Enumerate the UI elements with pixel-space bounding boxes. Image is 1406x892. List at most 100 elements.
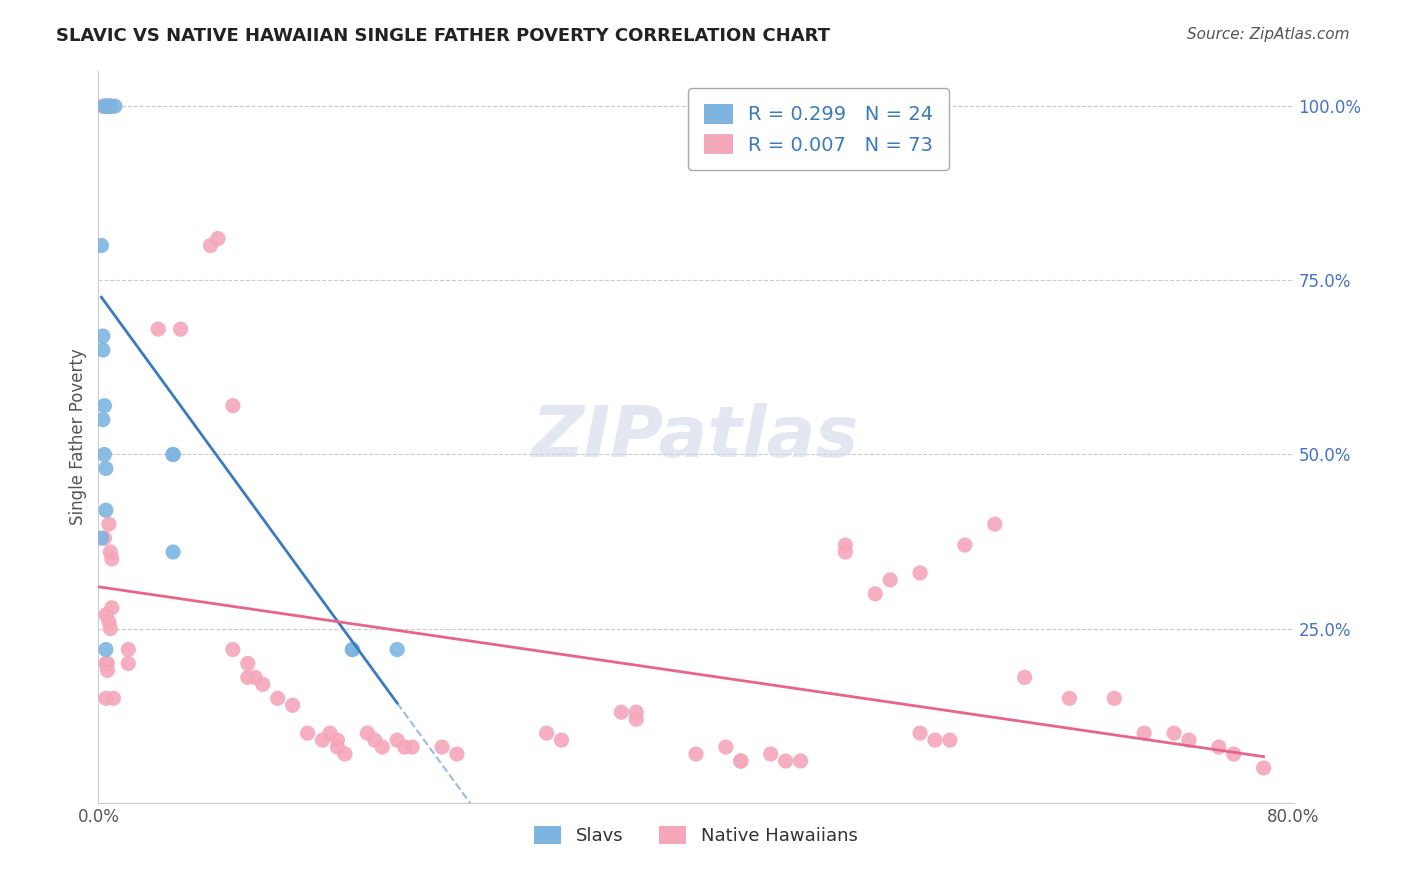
Point xyxy=(91,329,114,343)
Point xyxy=(97,517,120,532)
Point xyxy=(91,412,114,426)
Point xyxy=(97,99,120,113)
Point xyxy=(252,677,274,691)
Point xyxy=(371,740,394,755)
Point xyxy=(98,622,122,636)
Point xyxy=(626,712,648,726)
Point xyxy=(96,664,118,678)
Point xyxy=(200,238,222,252)
Point xyxy=(401,740,423,755)
Point xyxy=(93,99,115,113)
Point xyxy=(1059,691,1081,706)
Point xyxy=(162,545,184,559)
Point xyxy=(834,538,856,552)
Point xyxy=(93,448,115,462)
Point xyxy=(97,99,120,113)
Point xyxy=(333,747,356,761)
Point xyxy=(96,99,118,113)
Text: Source: ZipAtlas.com: Source: ZipAtlas.com xyxy=(1187,27,1350,42)
Point xyxy=(939,733,962,747)
Point xyxy=(924,733,946,747)
Point xyxy=(1014,670,1036,684)
Point xyxy=(222,642,245,657)
Point xyxy=(908,726,931,740)
Text: SLAVIC VS NATIVE HAWAIIAN SINGLE FATHER POVERTY CORRELATION CHART: SLAVIC VS NATIVE HAWAIIAN SINGLE FATHER … xyxy=(56,27,830,45)
Point xyxy=(94,657,117,671)
Point xyxy=(117,657,139,671)
Point xyxy=(94,607,117,622)
Point xyxy=(90,531,112,545)
Point xyxy=(879,573,901,587)
Point xyxy=(236,670,259,684)
Point xyxy=(865,587,887,601)
Point xyxy=(236,657,259,671)
Point xyxy=(385,733,409,747)
Point xyxy=(162,448,184,462)
Point xyxy=(98,545,122,559)
Point xyxy=(98,99,122,113)
Point xyxy=(117,642,139,657)
Point xyxy=(953,538,976,552)
Point xyxy=(342,642,364,657)
Point xyxy=(1178,733,1201,747)
Point xyxy=(98,99,122,113)
Point xyxy=(356,726,378,740)
Point xyxy=(1253,761,1275,775)
Point xyxy=(101,600,124,615)
Point xyxy=(326,733,349,747)
Point xyxy=(1208,740,1230,755)
Point xyxy=(326,740,349,755)
Point xyxy=(94,691,117,706)
Point xyxy=(984,517,1007,532)
Point xyxy=(93,531,115,545)
Point xyxy=(94,99,117,113)
Point xyxy=(297,726,319,740)
Point xyxy=(104,99,127,113)
Point xyxy=(94,461,117,475)
Point xyxy=(908,566,931,580)
Point xyxy=(222,399,245,413)
Point xyxy=(98,99,122,113)
Point xyxy=(207,231,229,245)
Point xyxy=(789,754,811,768)
Point xyxy=(714,740,737,755)
Point xyxy=(267,691,290,706)
Point xyxy=(148,322,170,336)
Point xyxy=(319,726,342,740)
Point xyxy=(101,552,124,566)
Point xyxy=(610,705,633,719)
Point xyxy=(245,670,267,684)
Point xyxy=(342,642,364,657)
Point xyxy=(94,642,117,657)
Point xyxy=(91,343,114,357)
Point xyxy=(364,733,387,747)
Point xyxy=(162,448,184,462)
Point xyxy=(446,747,468,761)
Point xyxy=(169,322,191,336)
Legend: Slavs, Native Hawaiians: Slavs, Native Hawaiians xyxy=(527,819,865,852)
Point xyxy=(834,545,856,559)
Point xyxy=(775,754,797,768)
Y-axis label: Single Father Poverty: Single Father Poverty xyxy=(69,349,87,525)
Point xyxy=(536,726,558,740)
Point xyxy=(759,747,782,761)
Point xyxy=(730,754,752,768)
Point xyxy=(550,733,572,747)
Point xyxy=(1223,747,1246,761)
Point xyxy=(91,99,114,113)
Point xyxy=(1163,726,1185,740)
Point xyxy=(385,642,409,657)
Point xyxy=(311,733,333,747)
Point xyxy=(626,705,648,719)
Text: ZIPatlas: ZIPatlas xyxy=(533,402,859,472)
Point xyxy=(430,740,453,755)
Point xyxy=(93,399,115,413)
Point xyxy=(97,615,120,629)
Point xyxy=(394,740,416,755)
Point xyxy=(685,747,707,761)
Point xyxy=(281,698,304,713)
Point xyxy=(1133,726,1156,740)
Point xyxy=(1104,691,1126,706)
Point xyxy=(96,657,118,671)
Point xyxy=(730,754,752,768)
